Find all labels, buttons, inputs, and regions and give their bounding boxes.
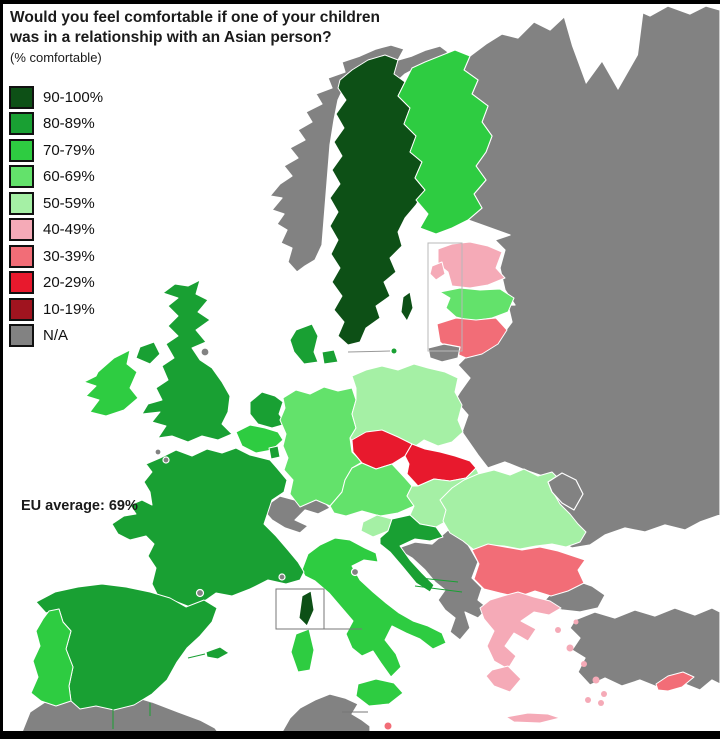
legend-item: 40-49%	[9, 217, 103, 244]
country-belgium	[235, 424, 284, 454]
italy-sicily	[355, 678, 404, 707]
legend-label: 20-29%	[43, 274, 95, 292]
country-romania	[439, 468, 587, 551]
country-poland	[349, 363, 464, 451]
country-malta	[384, 722, 392, 730]
legend-label: 40-49%	[43, 221, 95, 239]
country-latvia	[439, 287, 515, 322]
greece-peloponnese	[485, 665, 522, 693]
legend-label: 50-59%	[43, 194, 95, 212]
country-uk	[141, 279, 233, 443]
region-channel-island-1	[154, 448, 162, 456]
legend-swatch-40-49	[9, 218, 34, 242]
balearics-callout-line	[187, 653, 206, 659]
legend-item: 70-79%	[9, 137, 103, 164]
region-monaco	[278, 573, 286, 581]
title-line-2: was in a relationship with an Asian pers…	[10, 29, 332, 46]
legend: 90-100% 80-89% 70-79% 60-69% 50-59% 40-4…	[9, 84, 103, 349]
country-finland	[397, 49, 493, 235]
legend-swatch-90-100	[9, 85, 34, 109]
legend-swatch-50-59	[9, 191, 34, 215]
legend-swatch-na	[9, 324, 34, 348]
country-greece	[479, 591, 562, 670]
legend-item: 60-69%	[9, 164, 103, 191]
region-moldova	[547, 472, 584, 511]
legend-label: 10-19%	[43, 300, 95, 318]
legend-label: 70-79%	[43, 141, 95, 159]
frame-left-edge	[0, 0, 3, 739]
legend-swatch-70-79	[9, 138, 34, 162]
frame-bottom-edge	[0, 731, 720, 739]
legend-label: 60-69%	[43, 168, 95, 186]
country-estonia	[437, 241, 506, 289]
legend-swatch-60-69	[9, 165, 34, 189]
spain-balearics	[205, 646, 230, 660]
legend-item: 80-89%	[9, 111, 103, 138]
country-portugal	[30, 608, 74, 707]
legend-label: 90-100%	[43, 88, 104, 106]
country-corsica	[298, 590, 315, 627]
legend-label: 80-89%	[43, 115, 95, 133]
legend-item: 30-39%	[9, 243, 103, 270]
balkan-callout-line-1	[419, 577, 459, 583]
country-france	[111, 447, 305, 608]
subtitle: (% comfortable)	[10, 50, 102, 65]
region-tunisia	[281, 693, 371, 733]
greece-aegean-islands	[555, 619, 607, 706]
legend-item: 10-19%	[9, 296, 103, 323]
legend-item: 20-29%	[9, 270, 103, 297]
legend-label: 30-39%	[43, 247, 95, 265]
island-bornholm	[391, 348, 397, 354]
country-cyprus	[655, 671, 695, 692]
denmark-islands	[321, 349, 339, 365]
balkan-callout-line-2	[414, 585, 463, 593]
legend-swatch-10-19	[9, 297, 34, 321]
legend-item: 90-100%	[9, 84, 103, 111]
region-isle-of-man	[200, 347, 210, 357]
legend-item: 50-59%	[9, 190, 103, 217]
baltic-inset-box	[427, 242, 463, 352]
corsica-inset-box	[275, 588, 325, 630]
country-italy	[301, 537, 447, 678]
country-ireland	[83, 349, 139, 417]
country-bulgaria	[471, 543, 586, 598]
frame-top-edge	[0, 0, 720, 4]
legend-label: N/A	[43, 327, 69, 345]
region-andorra	[195, 588, 205, 598]
country-croatia	[379, 514, 444, 593]
uk-northern-ireland	[135, 341, 161, 365]
title-line-1: Would you feel comfortable if one of you…	[10, 9, 381, 26]
country-denmark	[289, 323, 319, 365]
island-gotland	[400, 291, 414, 322]
bornholm-callout-line	[347, 350, 391, 353]
white-sea	[564, 0, 645, 90]
region-kaliningrad	[427, 343, 461, 363]
legend-swatch-20-29	[9, 271, 34, 295]
region-channel-island-2	[162, 456, 170, 464]
estonia-islands	[429, 261, 446, 281]
eu-average-annotation: EU average: 69%	[21, 498, 138, 514]
country-luxembourg	[268, 445, 281, 460]
region-turkey-anatolia	[569, 607, 720, 691]
region-norway	[269, 44, 449, 273]
legend-item: N/A	[9, 323, 103, 350]
title-block: Would you feel comfortable if one of you…	[10, 8, 380, 65]
legend-swatch-30-39	[9, 244, 34, 268]
legend-swatch-80-89	[9, 112, 34, 136]
greece-crete	[505, 712, 561, 724]
region-san-marino	[350, 567, 360, 577]
